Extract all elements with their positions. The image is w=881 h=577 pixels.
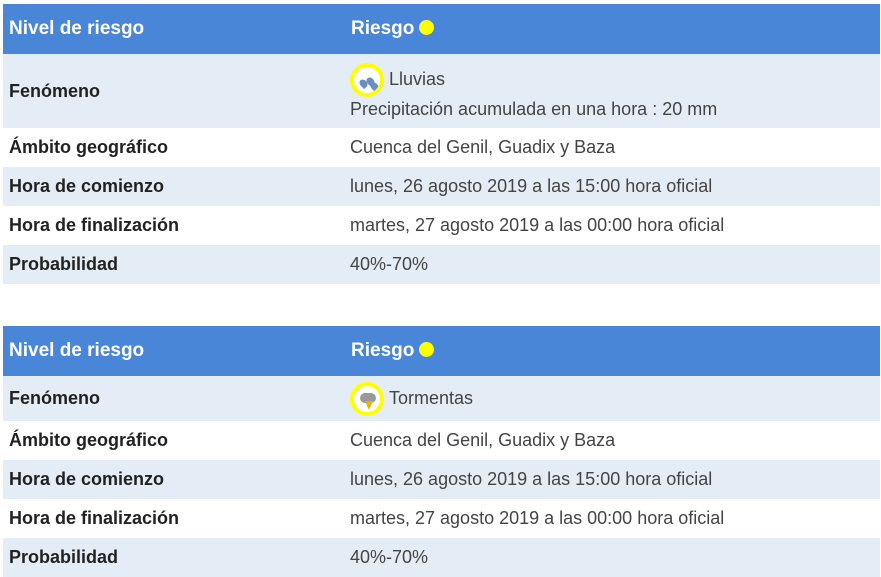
phenomenon-value: Lluvias: [389, 68, 446, 89]
yellow-level-dot-icon: [419, 342, 435, 357]
area-row: Ámbito geográfico Cuenca del Genil, Guad…: [3, 128, 880, 167]
end-label: Hora de finalización: [9, 215, 180, 235]
phenomenon-row: Fenómeno Lluvias Precipitación acumulada…: [3, 54, 880, 128]
phenomenon-detail: Precipitación acumulada en una hora : 20…: [350, 98, 718, 119]
header-row: Nivel de riesgo Riesgo: [3, 326, 880, 376]
risk-level-label: Nivel de riesgo: [3, 326, 345, 376]
warning-table-storm: Nivel de riesgo Riesgo Fenómeno Tormenta…: [3, 326, 880, 577]
probability-row: Probabilidad 40%-70%: [3, 245, 880, 284]
start-row: Hora de comienzo lunes, 26 agosto 2019 a…: [3, 167, 880, 206]
area-label: Ámbito geográfico: [9, 137, 169, 157]
area-value: Cuenca del Genil, Guadix y Baza: [350, 430, 616, 450]
yellow-level-dot-icon: [419, 20, 435, 35]
start-row: Hora de comienzo lunes, 26 agosto 2019 a…: [3, 460, 880, 499]
start-label: Hora de comienzo: [3, 460, 345, 499]
end-value: martes, 27 agosto 2019 a las 00:00 hora …: [350, 508, 725, 528]
phenomenon-label: Fenómeno: [3, 54, 345, 128]
area-row: Ámbito geográfico Cuenca del Genil, Guad…: [3, 421, 880, 460]
phenomenon-value: Tormentas: [389, 387, 474, 408]
end-label: Hora de finalización: [9, 508, 180, 528]
probability-value: 40%-70%: [345, 538, 880, 577]
start-label: Hora de comienzo: [3, 167, 345, 206]
risk-value: Riesgo: [351, 340, 415, 361]
area-value: Cuenca del Genil, Guadix y Baza: [350, 137, 616, 157]
phenomenon-row: Fenómeno Tormentas: [3, 376, 880, 421]
risk-value: Riesgo: [351, 18, 415, 39]
end-row: Hora de finalización martes, 27 agosto 2…: [3, 499, 880, 538]
start-value: lunes, 26 agosto 2019 a las 15:00 hora o…: [345, 167, 880, 206]
probability-value: 40%-70%: [345, 245, 880, 284]
risk-level-label: Nivel de riesgo: [3, 4, 345, 54]
header-row: Nivel de riesgo Riesgo: [3, 4, 880, 54]
phenomenon-label: Fenómeno: [3, 376, 345, 421]
probability-label: Probabilidad: [3, 538, 345, 577]
warning-table-rain: Nivel de riesgo Riesgo Fenómeno Lluvias …: [3, 4, 880, 284]
area-label: Ámbito geográfico: [9, 430, 169, 450]
end-value: martes, 27 agosto 2019 a las 00:00 hora …: [350, 215, 725, 235]
start-value: lunes, 26 agosto 2019 a las 15:00 hora o…: [345, 460, 880, 499]
probability-row: Probabilidad 40%-70%: [3, 538, 880, 577]
probability-label: Probabilidad: [3, 245, 345, 284]
storm-icon: [350, 381, 384, 416]
rain-icon: [350, 62, 384, 97]
end-row: Hora de finalización martes, 27 agosto 2…: [3, 206, 880, 245]
